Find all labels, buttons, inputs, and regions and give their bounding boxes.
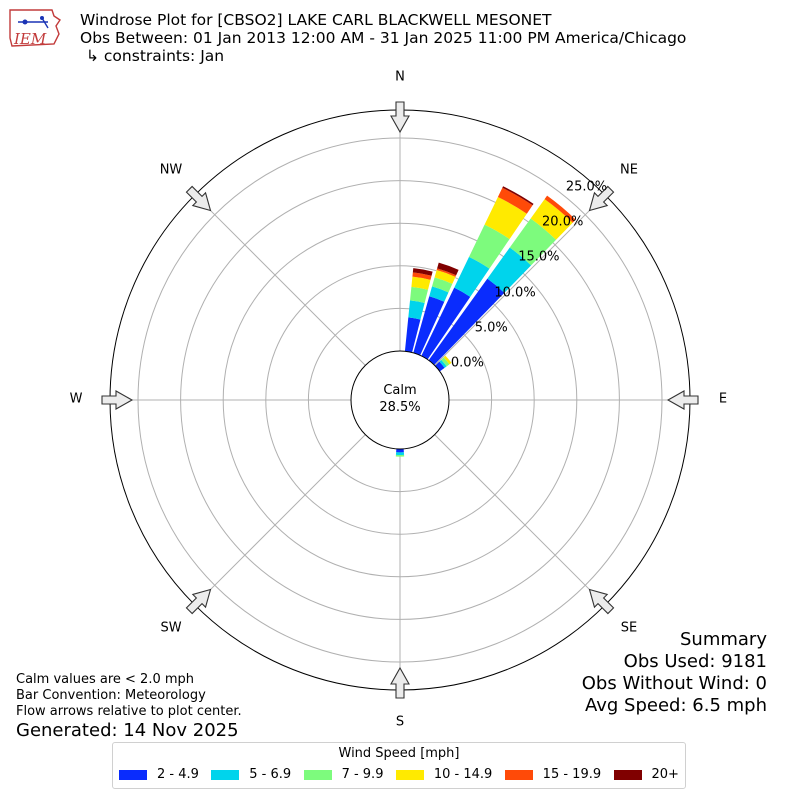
windrose-bar-segment bbox=[436, 268, 457, 277]
legend-swatch bbox=[613, 769, 642, 780]
flow-arrow-icon bbox=[588, 588, 615, 615]
windrose-bar-segment bbox=[412, 268, 433, 276]
grid-spoke bbox=[194, 434, 366, 606]
calm-value: 28.5% bbox=[379, 400, 421, 415]
legend-title: Wind Speed [mph] bbox=[338, 746, 460, 761]
windrose-bar-segment bbox=[484, 197, 527, 240]
chart-title: Windrose Plot for [CBSO2] LAKE CARL BLAC… bbox=[80, 11, 552, 29]
windrose-bar-segment bbox=[410, 286, 429, 303]
flow-arrow-icon bbox=[101, 390, 134, 410]
legend-item-label: 15 - 19.9 bbox=[542, 767, 602, 782]
compass-label-nw: NW bbox=[159, 162, 183, 178]
windrose-bar-segment bbox=[469, 224, 510, 269]
windrose-bars bbox=[395, 186, 576, 457]
windrose-bar-segment bbox=[421, 287, 471, 360]
note-bar-convention: Bar Convention: Meteorology bbox=[16, 688, 206, 703]
windrose-bar-segment bbox=[454, 256, 490, 297]
windrose-bar-segment bbox=[497, 187, 533, 214]
summary-obs-without-wind: Obs Without Wind: 0 bbox=[581, 673, 767, 694]
legend-item: 2 - 4.9 bbox=[119, 767, 199, 782]
windrose-bar-segment bbox=[443, 355, 452, 365]
ring-label: 25.0% bbox=[565, 179, 608, 195]
windrose-bar-segment bbox=[428, 278, 505, 365]
legend-item-label: 7 - 9.9 bbox=[341, 767, 384, 782]
grid-spoke bbox=[194, 194, 366, 366]
legend-item: 5 - 6.9 bbox=[211, 767, 291, 782]
windrose-bar-segment bbox=[412, 272, 432, 280]
windrose-bar-segment bbox=[509, 218, 557, 266]
note-calm-values: Calm values are < 2.0 mph bbox=[16, 672, 195, 687]
legend-item-label: 10 - 14.9 bbox=[433, 767, 493, 782]
logo-text: IEM bbox=[13, 30, 47, 48]
note-flow-arrows: Flow arrows relative to plot center. bbox=[16, 704, 242, 719]
windrose-bar-segment bbox=[441, 357, 450, 367]
grid-spoke bbox=[434, 194, 606, 366]
summary-avg-speed: Avg Speed: 6.5 mph bbox=[585, 695, 767, 716]
calm-circle-shape bbox=[350, 350, 450, 450]
windrose-bar-segment bbox=[530, 199, 573, 240]
windrose-bar-segment bbox=[404, 317, 421, 353]
legend: Wind Speed [mph] 2 - 4.9 5 - 6.9 7 - 9.9… bbox=[112, 742, 686, 789]
windrose-bar-segment bbox=[502, 186, 534, 206]
windrose-bar-segment bbox=[411, 276, 431, 290]
legend-item-label: 5 - 6.9 bbox=[249, 767, 292, 782]
legend-swatch bbox=[211, 769, 240, 780]
windrose-bar-segment bbox=[434, 270, 456, 284]
calm-label: Calm bbox=[383, 383, 417, 398]
legend-item: 20+ bbox=[613, 767, 679, 782]
ring-label: 10.0% bbox=[494, 285, 536, 301]
summary-obs-used: Obs Used: 9181 bbox=[623, 651, 767, 672]
chart-subtitle: Obs Between: 01 Jan 2013 12:00 AM - 31 J… bbox=[80, 29, 687, 47]
windrose-bar-segment bbox=[395, 454, 405, 457]
ring-label: 5.0% bbox=[474, 320, 508, 336]
windrose-bar-segment bbox=[396, 448, 404, 453]
calm-circle bbox=[350, 350, 450, 450]
legend-swatch bbox=[504, 769, 533, 780]
flow-arrow-icon bbox=[390, 666, 410, 699]
compass-label-e: E bbox=[718, 391, 728, 407]
legend-item: 15 - 19.9 bbox=[504, 767, 602, 782]
compass-label-sw: SW bbox=[160, 620, 182, 636]
compass-label-ne: NE bbox=[620, 162, 638, 178]
iem-logo: IEM bbox=[9, 9, 61, 48]
compass-label-se: SE bbox=[620, 620, 638, 636]
flow-arrow-icon bbox=[185, 185, 212, 212]
legend-item: 10 - 14.9 bbox=[395, 767, 493, 782]
legend-item: 7 - 9.9 bbox=[303, 767, 384, 782]
windrose-bar-segment bbox=[439, 359, 447, 368]
generated-date: Generated: 14 Nov 2025 bbox=[16, 720, 239, 741]
summary-heading: Summary bbox=[680, 629, 767, 650]
windrose-bar-segment bbox=[408, 300, 425, 320]
flow-arrow-icon bbox=[588, 185, 615, 212]
windrose-bar-segment bbox=[432, 277, 453, 293]
windrose-bar-segment bbox=[395, 452, 405, 455]
windrose-bar-segment bbox=[429, 286, 449, 302]
iowa-state-map-icon bbox=[9, 9, 61, 47]
ring-label: 20.0% bbox=[542, 214, 584, 230]
windrose-bar-segment bbox=[487, 247, 532, 293]
ring-label: 15.0% bbox=[518, 249, 560, 265]
legend-item-label: 20+ bbox=[651, 767, 679, 782]
chart-constraints: ↳ constraints: Jan bbox=[86, 47, 225, 65]
compass-label-s: S bbox=[395, 714, 405, 730]
flow-arrows bbox=[101, 101, 699, 699]
flow-arrow-icon bbox=[185, 588, 212, 615]
legend-swatch bbox=[395, 769, 424, 780]
flow-arrow-icon bbox=[666, 390, 699, 410]
legend-swatch bbox=[119, 769, 147, 780]
windrose-bar-segment bbox=[413, 296, 445, 356]
grid-spoke bbox=[434, 434, 606, 606]
compass-label-n: N bbox=[395, 69, 405, 85]
ring-label: 0.0% bbox=[450, 355, 484, 371]
legend-swatch bbox=[303, 769, 332, 780]
compass-label-w: W bbox=[69, 391, 83, 407]
windrose-bar-segment bbox=[437, 262, 459, 276]
windrose-bar-segment bbox=[435, 361, 445, 372]
legend-item-label: 2 - 4.9 bbox=[157, 767, 199, 782]
flow-arrow-icon bbox=[390, 101, 410, 134]
windrose-bar-segment bbox=[544, 195, 576, 223]
